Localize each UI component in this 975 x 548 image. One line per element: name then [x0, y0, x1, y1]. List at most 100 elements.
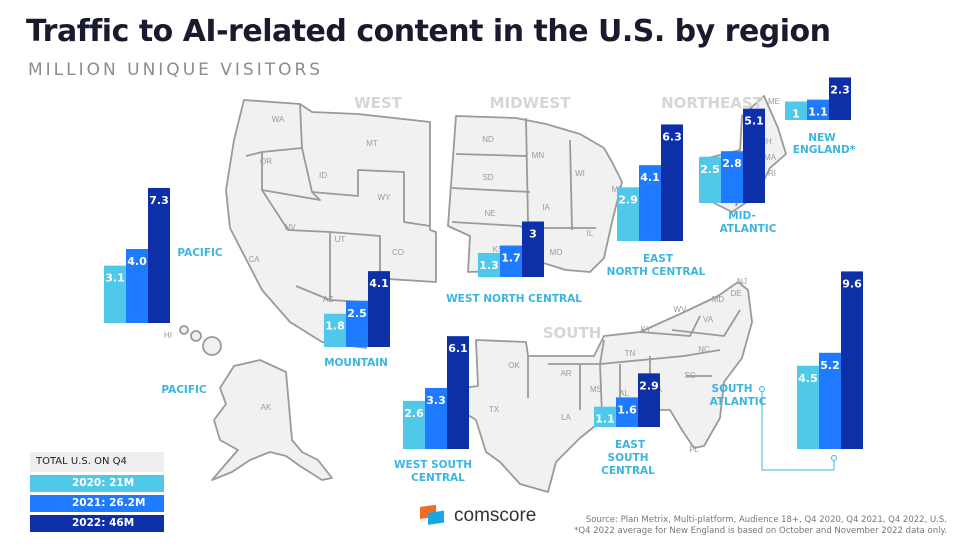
bar-west-north-central-2022 [522, 221, 544, 277]
bar-south-atlantic-2021 [819, 352, 841, 449]
region-name-wnc: WEST NORTH CENTRAL [446, 293, 582, 305]
region-name-esc1: EAST [615, 439, 646, 451]
bar-label-east-north-central-2020: 2.9 [618, 193, 638, 206]
state-label-de: DE [730, 289, 741, 298]
state-label-wy: WY [378, 193, 392, 202]
state-label-az: AZ [323, 295, 333, 304]
state-label-ar: AR [560, 369, 571, 378]
bar-mid-atlantic-2021 [721, 151, 743, 203]
state-label-ri: RI [768, 169, 776, 178]
bar-west-north-central-2020 [478, 252, 500, 277]
comscore-logo: comscore [420, 505, 536, 527]
source-line-2: *Q4 2022 average for New England is base… [574, 526, 947, 536]
state-label-hi: HI [164, 331, 172, 340]
bar-label-mountain-2021: 2.5 [347, 307, 367, 320]
region-name-sa1: SOUTH [712, 383, 753, 395]
bar-label-west-north-central-2022: 3 [529, 228, 537, 241]
region-name-enc2: NORTH CENTRAL [607, 266, 706, 278]
bar-east-south-central-2022 [638, 373, 660, 427]
state-label-sc: SC [684, 371, 695, 380]
bar-label-west-north-central-2020: 1.3 [479, 259, 499, 272]
legend-row-2022: 2022: 46M [30, 515, 164, 532]
bar-label-east-north-central-2021: 4.1 [640, 171, 660, 184]
state-label-mo: MO [550, 248, 563, 257]
state-label-mi: MI [612, 185, 621, 194]
state-label-nh: NH [760, 137, 772, 146]
bar-east-south-central-2020 [594, 406, 616, 427]
legend: TOTAL U.S. ON Q4 2020: 21M 2021: 26.2M 2… [30, 452, 164, 532]
bar-label-mountain-2022: 4.1 [369, 277, 389, 290]
region-bars: 3.14.07.31.82.54.11.31.732.94.16.32.5 2.8… [104, 77, 863, 449]
state-label-ak: AK [261, 403, 272, 412]
region-name-wsc2: CENTRAL [411, 472, 465, 484]
bar-mid-atlantic-2022 [743, 108, 765, 203]
state-label-la: LA [561, 413, 571, 422]
connector-dot-end [831, 455, 837, 461]
region-name-mountain: MOUNTAIN [324, 357, 388, 369]
state-label-id: ID [319, 171, 327, 180]
census-label-northeast: NORTHEAST [661, 94, 764, 112]
bar-label-mountain-2020: 1.8 [325, 320, 345, 333]
bar-label-west-south-central-2021: 3.3 [426, 394, 446, 407]
state-label-nv: NV [284, 223, 296, 232]
region-name-mid1: MID- [728, 210, 756, 222]
state-label-co: CO [392, 248, 404, 257]
bar-label-south-atlantic-2021: 5.2 [820, 359, 840, 372]
bar-south-atlantic-2020 [797, 365, 819, 449]
bar-east-north-central-2021 [639, 165, 661, 241]
state-label-wv: WV [674, 305, 688, 314]
bar-new-england-2021 [807, 99, 829, 120]
south-region-shape [459, 281, 753, 493]
state-label-ut: UT [335, 235, 346, 244]
bar-label-east-south-central-2021: 1.6 [617, 403, 637, 416]
state-label-ms: MS [590, 385, 602, 394]
bar-new-england-2020 [785, 101, 807, 120]
bar-label-new-england-2020: 1 [792, 108, 800, 121]
bar-pacific-2021 [126, 249, 148, 323]
connector-dot-start [759, 386, 765, 392]
state-label-wa: WA [272, 115, 285, 124]
state-label-or: OR [260, 157, 272, 166]
bar-label-south-atlantic-2020: 4.5 [798, 372, 818, 385]
state-label-al: AL [619, 389, 629, 398]
bar-label-pacific-2021: 4.0 [127, 255, 147, 268]
bar-label-east-south-central-2022: 2.9 [639, 379, 659, 392]
bar-east-south-central-2021 [616, 397, 638, 427]
state-label-me: ME [768, 97, 780, 106]
bar-label-new-england-2021: 1.1 [808, 106, 828, 119]
bar-label-pacific-2022: 7.3 [149, 194, 169, 207]
legend-header: TOTAL U.S. ON Q4 [30, 452, 164, 472]
bar-mountain-2021 [346, 300, 368, 347]
west-inner-borders [245, 103, 431, 303]
connectors [759, 386, 837, 471]
hawaii-island-3 [202, 336, 222, 356]
region-name-esc3: CENTRAL [601, 465, 655, 477]
state-label-wi: WI [575, 169, 585, 178]
state-label-mn: MN [532, 151, 545, 160]
map-shapes [179, 95, 787, 493]
region-name-ne2: ENGLAND* [793, 144, 856, 156]
bar-west-south-central-2021 [425, 387, 447, 449]
state-label-ky: KY [641, 325, 652, 334]
south-atlantic-connector [761, 389, 835, 471]
census-label-midwest: MIDWEST [490, 94, 572, 112]
legend-row-2020: 2020: 21M [30, 475, 164, 492]
region-name-enc1: EAST [643, 253, 674, 265]
bar-label-west-north-central-2021: 1.7 [501, 252, 521, 265]
alaska-shape [211, 359, 333, 481]
region-name-mid2: ATLANTIC [720, 223, 777, 235]
region-name-pacific2: PACIFIC [161, 384, 207, 396]
page-title: Traffic to AI-related content in the U.S… [26, 14, 831, 49]
bar-west-north-central-2021 [500, 245, 522, 277]
bar-label-south-atlantic-2022: 9.6 [842, 277, 862, 290]
state-label-fl: FL [689, 445, 699, 454]
state-label-tn: TN [625, 349, 636, 358]
state-label-ma: MA [764, 153, 777, 162]
bar-pacific-2020 [104, 265, 126, 323]
census-labels: WEST MIDWEST NORTHEAST SOUTH [354, 94, 764, 342]
bar-label-west-south-central-2022: 6.1 [448, 342, 468, 355]
state-label-ok: OK [508, 361, 520, 370]
bar-label-west-south-central-2020: 2.6 [404, 407, 424, 420]
region-name-wsc1: WEST SOUTH [394, 459, 472, 471]
